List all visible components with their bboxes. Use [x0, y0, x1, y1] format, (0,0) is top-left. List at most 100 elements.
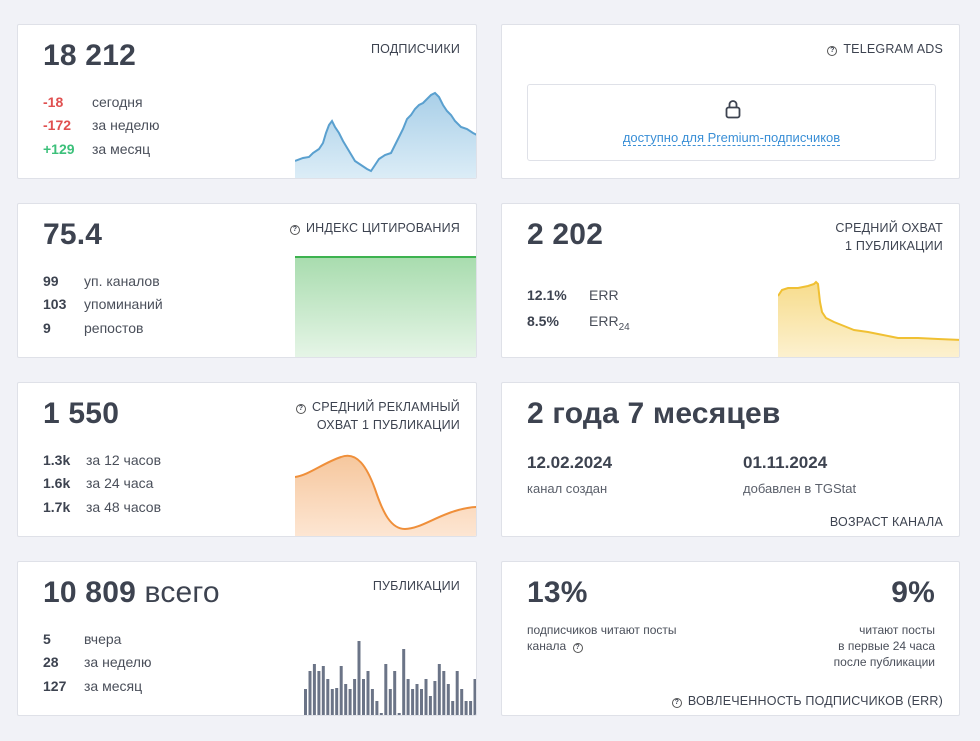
posts-label: ПУБЛИКАЦИИ — [372, 579, 460, 593]
ad-reach-12h-value: 1.3k — [43, 452, 71, 468]
posts-bar — [420, 689, 423, 715]
reach-err-text: ERR — [589, 287, 619, 303]
engagement-label: ? ВОВЛЕЧЕННОСТЬ ПОДПИСЧИКОВ (ERR) — [671, 692, 943, 710]
added-text: добавлен в TGStat — [743, 481, 857, 496]
engagement-right-text: читают посты в первые 24 часа после публ… — [834, 622, 935, 670]
reach-card[interactable]: 2 202 СРЕДНИЙ ОХВАТ 1 ПУБЛИКАЦИИ 12.1% E… — [501, 203, 960, 358]
ad-reach-48h-text: за 48 часов — [86, 499, 162, 515]
posts-bar — [321, 666, 325, 715]
engagement-card[interactable]: 13% подписчиков читают посты канала ? 9%… — [501, 561, 960, 716]
engagement-left-line2: канала — [527, 639, 567, 653]
posts-month-value: 127 — [43, 678, 67, 694]
ad-reach-12h-text: за 12 часов — [86, 452, 162, 468]
posts-bar — [411, 689, 415, 715]
posts-bar — [344, 684, 348, 715]
ad-reach-label-line2: ОХВАТ 1 ПУБЛИКАЦИИ — [316, 418, 460, 432]
reach-value: 2 202 — [527, 218, 604, 251]
posts-bar — [397, 713, 401, 715]
posts-bar — [460, 689, 464, 715]
posts-bar — [312, 664, 316, 715]
posts-bar — [308, 671, 312, 715]
info-icon[interactable]: ? — [295, 404, 306, 414]
posts-bar — [393, 671, 397, 715]
telegram-ads-card[interactable]: ? TELEGRAM ADS доступно для Premium-подпи… — [501, 24, 960, 179]
subscribers-month-text: за месяц — [92, 141, 151, 157]
posts-bar — [348, 689, 352, 715]
posts-bar — [451, 701, 455, 715]
posts-bar — [428, 696, 432, 715]
posts-bar — [330, 689, 334, 715]
engagement-left-line1: подписчиков читают посты — [527, 623, 677, 637]
ad-reach-24h-text: за 24 часа — [86, 475, 154, 491]
reach-err24-text: ERR24 — [589, 313, 630, 333]
citation-mentions-value: 103 — [43, 296, 67, 312]
posts-bar — [384, 664, 388, 715]
posts-yesterday-text: вчера — [84, 631, 122, 647]
reach-label: СРЕДНИЙ ОХВАТ 1 ПУБЛИКАЦИИ — [835, 219, 943, 255]
posts-bar — [357, 641, 361, 715]
age-card[interactable]: 2 года 7 месяцев 12.02.2024 канал создан… — [501, 382, 960, 537]
citation-label: ? ИНДЕКС ЦИТИРОВАНИЯ — [290, 219, 460, 237]
engagement-right-line2: в первые 24 часа — [838, 639, 935, 653]
citation-label-text: ИНДЕКС ЦИТИРОВАНИЯ — [306, 221, 460, 235]
posts-bar — [406, 679, 410, 715]
citation-card[interactable]: 75.4 ? ИНДЕКС ЦИТИРОВАНИЯ 99 уп. каналов … — [17, 203, 477, 358]
age-label: ВОЗРАСТ КАНАЛА — [829, 515, 943, 529]
posts-count: 10 809 — [43, 576, 136, 609]
posts-bar — [326, 679, 330, 715]
posts-week-value: 28 — [43, 654, 59, 670]
subscribers-week-value: -172 — [43, 117, 72, 133]
posts-bar — [366, 671, 370, 715]
posts-bar-chart — [304, 641, 476, 715]
citation-reposts-value: 9 — [43, 320, 51, 336]
subscribers-card[interactable]: 18 212 ПОДПИСЧИКИ -18 сегодня -172 за не… — [17, 24, 477, 179]
citation-value: 75.4 — [43, 218, 103, 251]
added-date: 01.11.2024 — [743, 453, 828, 472]
posts-bar — [375, 701, 379, 715]
info-icon[interactable]: ? — [572, 643, 583, 653]
info-icon[interactable]: ? — [827, 46, 838, 56]
telegram-ads-label: ? TELEGRAM ADS — [827, 40, 943, 58]
engagement-right-value: 9% — [891, 576, 935, 609]
posts-bar — [379, 713, 383, 715]
posts-bar — [464, 701, 468, 715]
posts-bar — [304, 689, 307, 715]
citation-channels-text: уп. каналов — [84, 273, 160, 289]
engagement-right-line3: после публикации — [833, 655, 935, 669]
info-icon[interactable]: ? — [290, 225, 300, 235]
posts-bar — [335, 688, 339, 715]
reach-label-line2: 1 ПУБЛИКАЦИИ — [845, 239, 943, 253]
posts-card[interactable]: 10 809 всего ПУБЛИКАЦИИ 5 вчера 28 за не… — [17, 561, 477, 716]
posts-bar — [424, 679, 428, 715]
engagement-right-line1: читают посты — [859, 623, 935, 637]
created-text: канал создан — [527, 481, 608, 496]
ad-reach-label-line1: СРЕДНИЙ РЕКЛАМНЫЙ — [311, 400, 460, 414]
subscribers-month-value: +129 — [43, 141, 75, 157]
posts-bar — [473, 679, 476, 715]
posts-bar — [317, 671, 321, 715]
posts-bar — [370, 689, 374, 715]
telegram-ads-label-text: TELEGRAM ADS — [843, 42, 943, 56]
posts-bar — [442, 671, 446, 715]
posts-bar — [455, 671, 459, 715]
citation-channels-value: 99 — [43, 273, 59, 289]
engagement-label-text: ВОВЛЕЧЕННОСТЬ ПОДПИСЧИКОВ (ERR) — [687, 694, 943, 708]
subscribers-week-text: за неделю — [92, 117, 160, 133]
posts-bar — [469, 701, 473, 715]
reach-err24-value: 8.5% — [527, 313, 559, 329]
ad-reach-area — [295, 454, 476, 536]
premium-link[interactable]: доступно для Premium-подписчиков — [622, 130, 841, 146]
ad-reach-card[interactable]: 1 550 ? СРЕДНИЙ РЕКЛАМНЫЙ ОХВАТ 1 ПУБЛИКА… — [17, 382, 477, 537]
ad-reach-value: 1 550 — [43, 397, 120, 430]
subscribers-value: 18 212 — [43, 39, 136, 72]
citation-mentions-text: упоминаний — [84, 296, 163, 312]
reach-err-value: 12.1% — [527, 287, 567, 303]
info-icon[interactable]: ? — [671, 698, 682, 708]
posts-bar — [437, 664, 441, 715]
subscribers-label: ПОДПИСЧИКИ — [370, 42, 460, 56]
posts-bar — [362, 679, 365, 715]
posts-bar — [339, 666, 343, 715]
posts-bar — [402, 649, 406, 715]
reach-area — [778, 280, 959, 357]
posts-month-text: за месяц — [84, 678, 143, 694]
